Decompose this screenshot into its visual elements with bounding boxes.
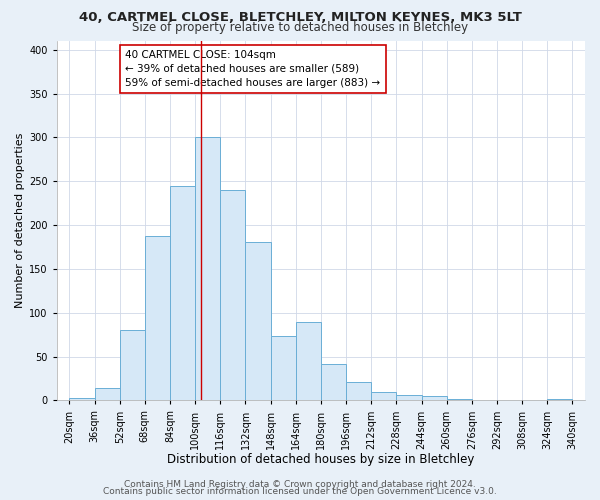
Bar [119,330,145,400]
Text: Contains public sector information licensed under the Open Government Licence v3: Contains public sector information licen… [103,488,497,496]
Y-axis label: Number of detached properties: Number of detached properties [15,133,25,308]
Bar [220,190,245,400]
Bar [170,186,195,400]
Text: Contains HM Land Registry data © Crown copyright and database right 2024.: Contains HM Land Registry data © Crown c… [124,480,476,489]
Bar [296,322,321,400]
Bar [547,398,572,400]
Bar [145,236,170,400]
Bar [446,398,472,400]
Bar [95,388,119,400]
X-axis label: Distribution of detached houses by size in Bletchley: Distribution of detached houses by size … [167,453,475,466]
Bar [321,364,346,401]
Bar [195,136,220,400]
Text: 40 CARTMEL CLOSE: 104sqm
← 39% of detached houses are smaller (589)
59% of semi-: 40 CARTMEL CLOSE: 104sqm ← 39% of detach… [125,50,380,88]
Bar [271,336,296,400]
Text: 40, CARTMEL CLOSE, BLETCHLEY, MILTON KEYNES, MK3 5LT: 40, CARTMEL CLOSE, BLETCHLEY, MILTON KEY… [79,11,521,24]
Bar [70,398,95,400]
Bar [371,392,397,400]
Text: Size of property relative to detached houses in Bletchley: Size of property relative to detached ho… [132,22,468,35]
Bar [397,395,422,400]
Bar [245,242,271,400]
Bar [422,396,446,400]
Bar [346,382,371,400]
